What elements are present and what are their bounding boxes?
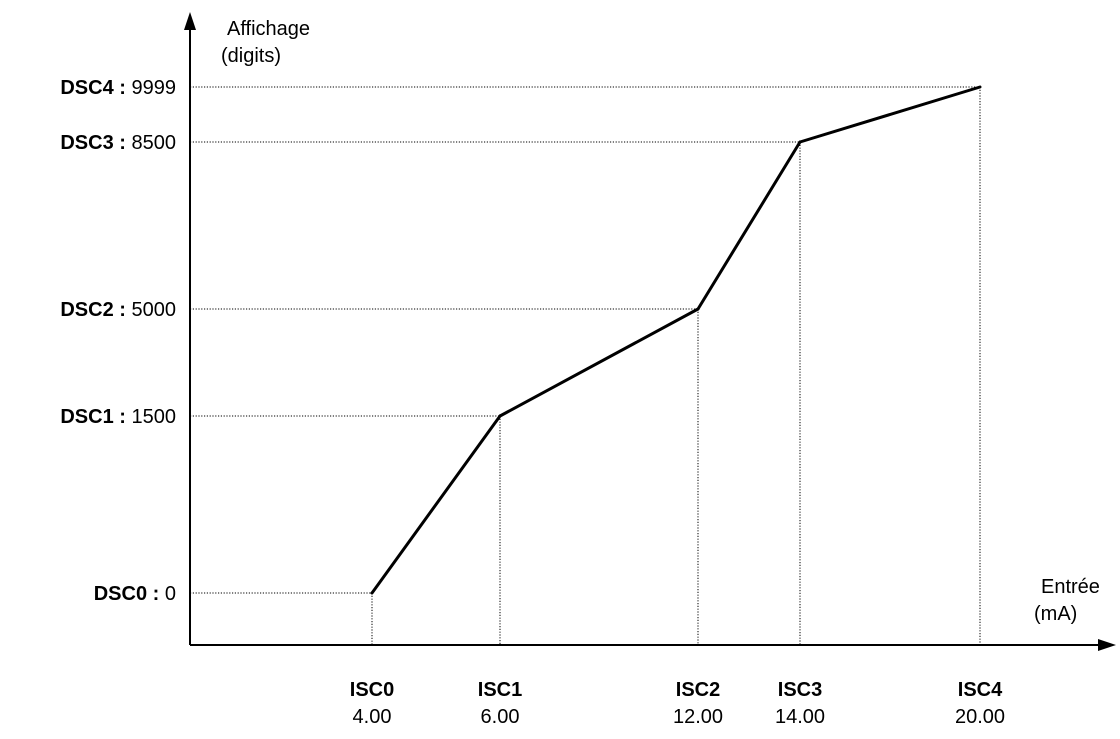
x-label-value-isc3: 14.00: [775, 706, 825, 728]
y-label-separator: :: [114, 299, 126, 321]
y-label-dsc3: DSC3 : 8500: [60, 132, 176, 154]
guide-lines: [190, 86, 981, 645]
y-label-dsc1: DSC1 : 1500: [60, 406, 176, 428]
line-segment-2: [498, 307, 700, 418]
y-axis-title-line1: Affichage: [227, 18, 310, 40]
y-axis-labels: DSC0 : 0 DSC1 : 1500 DSC2 : 5000 DSC3 : 850…: [60, 77, 176, 605]
line-segment-4: [798, 85, 982, 144]
y-label-dsc2: DSC2 : 5000: [60, 299, 176, 321]
y-label-separator: :: [114, 406, 126, 428]
y-label-separator: :: [147, 583, 159, 605]
x-label-name-isc1: ISC1: [478, 679, 522, 701]
x-axis-arrow: [1098, 639, 1116, 651]
line-segment-1: [370, 414, 502, 595]
y-label-dsc4: DSC4 : 9999: [60, 77, 176, 99]
y-label-name: DSC0: [94, 583, 147, 605]
x-label-name-isc0: ISC0: [350, 679, 394, 701]
y-label-separator: :: [114, 77, 126, 99]
y-label-name: DSC3: [60, 132, 113, 154]
x-label-name-isc3: ISC3: [778, 679, 822, 701]
x-label-value-isc1: 6.00: [481, 706, 520, 728]
y-label-value: 0: [159, 583, 176, 605]
x-label-value-isc4: 20.00: [955, 706, 1005, 728]
y-label-value: 8500: [126, 132, 176, 154]
line-segment-3: [696, 140, 802, 311]
y-label-name: DSC1: [60, 406, 113, 428]
y-label-value: 1500: [126, 406, 176, 428]
y-axis-arrow: [184, 12, 196, 30]
x-axis-labels: ISC0 4.00 ISC1 6.00 ISC2 12.00 ISC3 14.00 ISC4 20…: [350, 679, 1005, 728]
x-axis-title-line1: Entrée: [1041, 576, 1100, 598]
y-label-name: DSC2: [60, 299, 113, 321]
x-label-name-isc2: ISC2: [676, 679, 720, 701]
y-axis-title-line2: (digits): [221, 45, 281, 67]
x-axis-title-line2: (mA): [1034, 603, 1077, 625]
x-label-value-isc2: 12.00: [673, 706, 723, 728]
x-label-value-isc0: 4.00: [353, 706, 392, 728]
x-label-name-isc4: ISC4: [958, 679, 1003, 701]
axes: [184, 12, 1116, 651]
y-label-value: 5000: [126, 299, 176, 321]
y-label-dsc0: DSC0 : 0: [94, 583, 176, 605]
series-group: [370, 85, 982, 595]
y-label-separator: :: [114, 132, 126, 154]
y-label-value: 9999: [126, 77, 176, 99]
y-label-name: DSC4: [60, 77, 114, 99]
